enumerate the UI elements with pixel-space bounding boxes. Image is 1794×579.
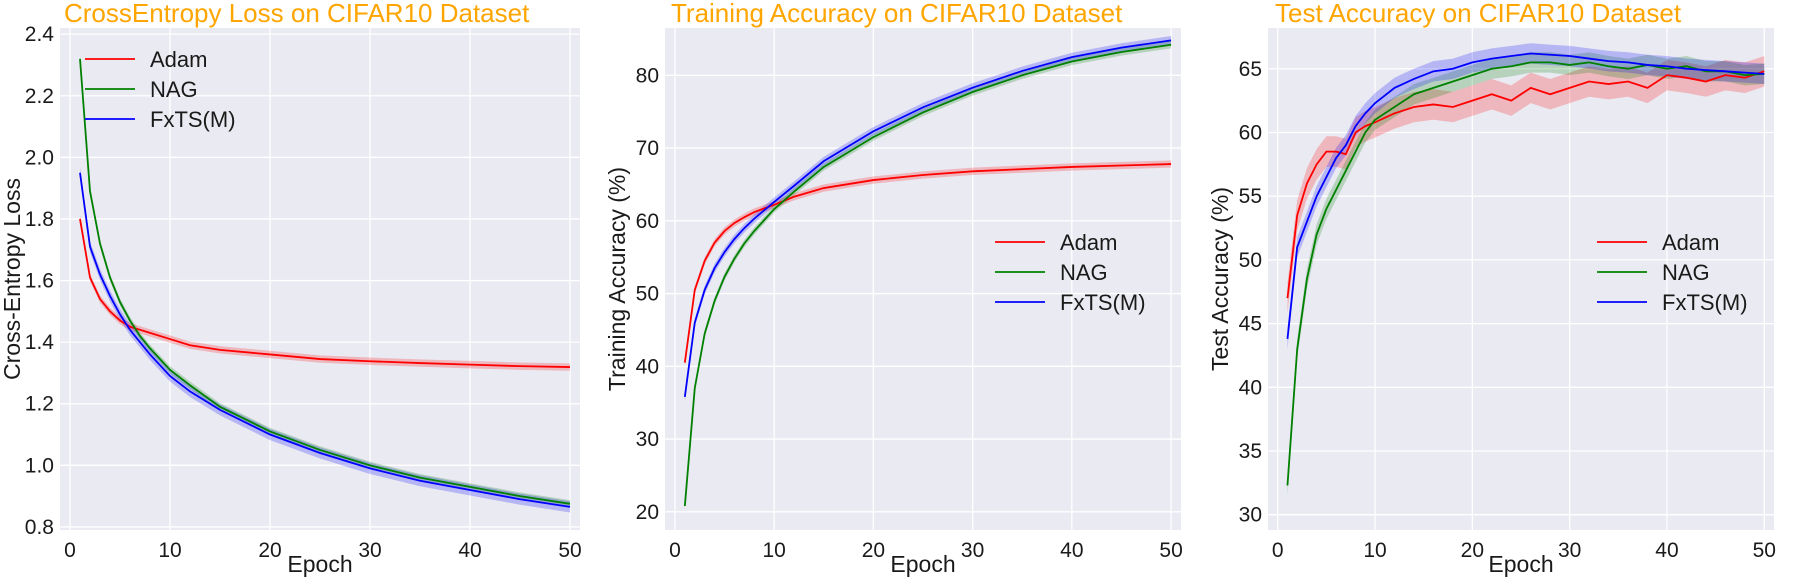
- legend: Adam NAG FxTS(M): [1597, 230, 1748, 315]
- y-tick-label: 50: [636, 283, 659, 306]
- y-tick-label: 35: [1239, 440, 1262, 463]
- plot-area: [1268, 28, 1774, 530]
- y-tick-label: 2.0: [25, 146, 54, 169]
- legend-label: FxTS(M): [1662, 290, 1748, 315]
- y-tick-label: 40: [1239, 376, 1262, 399]
- y-tick-label: 2.4: [25, 23, 55, 46]
- x-tick-label: 30: [1558, 539, 1581, 562]
- chart-panel-1: 0 10 20 30 40 50 0.8 1.0 1.2 1.4 1.6 1.8 2.0 2.2 2.4 Cr…: [0, 0, 582, 577]
- y-tick-label: 80: [636, 64, 659, 87]
- y-tick-label: 1.0: [25, 454, 54, 477]
- plot-area: [60, 28, 580, 530]
- x-tick-label: 40: [1655, 539, 1678, 562]
- y-tick-label: 30: [1239, 504, 1262, 527]
- series-line-adam: [79, 218, 571, 368]
- x-tick-label: 30: [961, 539, 984, 562]
- y-tick-label: 65: [1239, 58, 1262, 81]
- legend-label: NAG: [150, 77, 198, 102]
- y-tick-label: 1.8: [25, 208, 54, 231]
- x-tick-label: 10: [762, 539, 785, 562]
- legend: Adam NAG FxTS(M): [995, 230, 1146, 315]
- x-axis-label: Epoch: [287, 551, 352, 577]
- y-tick-label: 55: [1239, 185, 1262, 208]
- chart-title: CrossEntropy Loss on CIFAR10 Dataset: [64, 0, 530, 28]
- series-band-fxtsm: [684, 36, 1172, 402]
- x-tick-label: 40: [1060, 539, 1083, 562]
- y-tick-label: 70: [636, 137, 659, 160]
- series-band-fxtsm: [1287, 43, 1765, 350]
- y-tick-label: 45: [1239, 313, 1262, 336]
- legend-label: FxTS(M): [150, 107, 236, 132]
- legend-label: Adam: [1060, 230, 1117, 255]
- x-tick-label: 0: [64, 539, 76, 562]
- x-tick-label: 50: [1159, 539, 1182, 562]
- x-tick-label: 20: [1461, 539, 1484, 562]
- y-tick-label: 2.2: [25, 85, 54, 108]
- y-tick-label: 0.8: [25, 516, 54, 539]
- y-axis-label: Training Accuracy (%): [604, 167, 630, 391]
- y-tick-label: 60: [636, 210, 659, 233]
- chart-title: Test Accuracy on CIFAR10 Dataset: [1275, 0, 1682, 28]
- y-axis-label: Test Accuracy (%): [1207, 187, 1233, 371]
- legend-label: Adam: [1662, 230, 1719, 255]
- x-axis-label: Epoch: [890, 551, 955, 577]
- series-line-adam: [1286, 70, 1765, 299]
- x-tick-label: 50: [558, 539, 581, 562]
- series-line-nag: [1286, 61, 1765, 486]
- x-tick-label: 0: [669, 539, 681, 562]
- x-tick-label: 50: [1753, 539, 1776, 562]
- x-tick-label: 30: [358, 539, 381, 562]
- x-tick-label: 20: [862, 539, 885, 562]
- legend-label: FxTS(M): [1060, 290, 1146, 315]
- chart-panel-3: 0 10 20 30 40 50 30 35 40 45 50 55 60 65 Test Accuracy…: [1207, 0, 1776, 577]
- x-tick-label: 10: [158, 539, 181, 562]
- chart-title: Training Accuracy on CIFAR10 Dataset: [671, 0, 1123, 28]
- series-line-nag: [79, 58, 571, 505]
- y-tick-label: 1.4: [25, 331, 55, 354]
- x-axis-label: Epoch: [1488, 551, 1553, 577]
- x-tick-label: 10: [1363, 539, 1386, 562]
- y-tick-label: 1.6: [25, 270, 54, 293]
- y-tick-label: 20: [636, 501, 659, 524]
- y-tick-label: 60: [1239, 121, 1262, 144]
- x-tick-label: 20: [258, 539, 281, 562]
- series-band-adam: [1287, 56, 1765, 314]
- legend-label: NAG: [1662, 260, 1710, 285]
- y-tick-label: 50: [1239, 249, 1262, 272]
- series-line-fxtsm: [79, 172, 571, 508]
- legend: Adam NAG FxTS(M): [85, 47, 236, 132]
- chart-panel-2: 0 10 20 30 40 50 20 30 40 50 60 70 80 Training Accura…: [604, 0, 1183, 577]
- series-line-fxtsm: [1286, 52, 1765, 339]
- x-tick-label: 0: [1272, 539, 1284, 562]
- y-tick-label: 30: [636, 428, 659, 451]
- x-tick-label: 40: [458, 539, 481, 562]
- y-axis-label: Cross-Entropy Loss: [0, 178, 25, 380]
- legend-label: Adam: [150, 47, 207, 72]
- y-tick-label: 40: [636, 355, 659, 378]
- y-tick-label: 1.2: [25, 393, 54, 416]
- series-line-nag: [683, 43, 1172, 507]
- legend-label: NAG: [1060, 260, 1108, 285]
- series-line-fxtsm: [683, 39, 1172, 397]
